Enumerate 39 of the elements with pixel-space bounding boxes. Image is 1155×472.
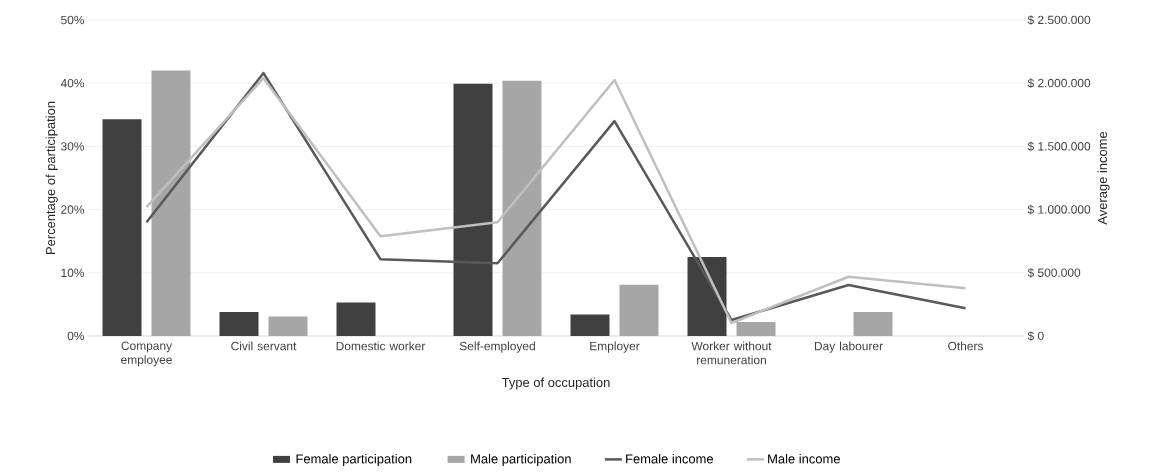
bar [736, 322, 776, 336]
legend-label: Female income [626, 453, 714, 464]
bar [502, 80, 542, 336]
x-tick-label: Company employee [121, 341, 173, 367]
x-tick-label: Civil servant [231, 341, 297, 351]
bar [102, 119, 142, 336]
y-tick-label: 20% [61, 205, 85, 214]
bar [570, 314, 610, 336]
x-tick-label: Worker without remuneration [691, 341, 772, 365]
bar [453, 83, 493, 336]
bar [151, 70, 191, 336]
x-tick-label: Self-employed [459, 341, 535, 353]
legend-label: Female participation [296, 453, 412, 467]
bar [853, 311, 893, 336]
x-tick-label: Employer [590, 341, 640, 353]
y2-tick-label: $ 2.500.000 [1027, 15, 1091, 25]
y-tick-label: 10% [61, 268, 85, 278]
y-axis-title: Percentage of participation [45, 101, 58, 254]
y2-tick-label: $ 500.000 [1027, 267, 1081, 278]
x-tick-label: Domestic worker [336, 341, 426, 351]
y2-tick-label: $ 1.000.000 [1027, 204, 1091, 215]
y-tick-label: 50% [61, 15, 85, 25]
y-tick-label: 40% [60, 78, 85, 88]
bar [219, 311, 259, 336]
bar [619, 284, 659, 336]
bar [687, 257, 727, 336]
legend-label: Male income [768, 453, 840, 464]
y-tick-label: 30% [61, 142, 85, 151]
x-axis-title: Type of occupation [501, 377, 610, 390]
legend-label: Male participation [471, 453, 571, 467]
y2-tick-label: $ 0 [1027, 331, 1044, 341]
x-tick-label: Day labourer [814, 341, 883, 353]
y2-tick-label: $ 1.500.000 [1027, 141, 1091, 152]
y2-axis-title: Average income [1097, 131, 1110, 225]
bar [268, 316, 308, 336]
y2-tick-label: $ 2.000.000 [1027, 78, 1091, 89]
x-tick-label: Others [948, 341, 984, 351]
bar [336, 302, 376, 336]
y-tick-label: 0% [67, 331, 85, 341]
